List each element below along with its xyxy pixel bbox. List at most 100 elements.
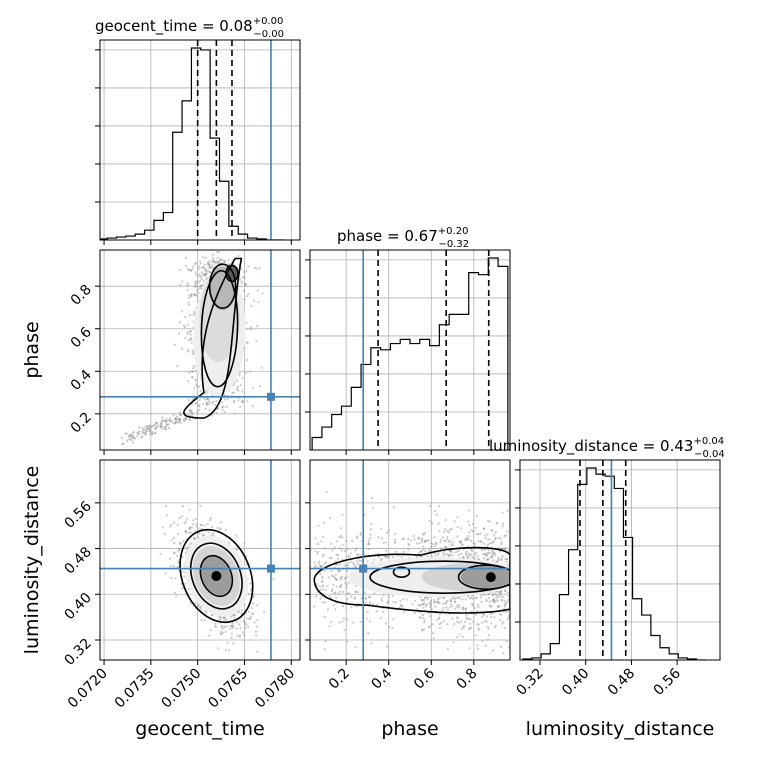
sample-point bbox=[236, 379, 239, 382]
sample-point bbox=[154, 428, 157, 431]
sample-point bbox=[340, 578, 343, 581]
sample-point bbox=[233, 617, 236, 620]
sample-point bbox=[421, 598, 424, 602]
sample-point bbox=[215, 400, 218, 403]
sample-point bbox=[210, 613, 213, 617]
sample-point bbox=[491, 540, 495, 544]
sample-point bbox=[256, 604, 259, 607]
sample-point bbox=[219, 258, 222, 261]
sample-point bbox=[451, 597, 454, 600]
sample-point bbox=[174, 577, 177, 580]
sample-point bbox=[187, 349, 190, 352]
sample-point bbox=[218, 615, 221, 618]
sample-point bbox=[131, 431, 135, 435]
sample-point bbox=[207, 398, 210, 402]
sample-point bbox=[503, 605, 507, 608]
sample-point bbox=[225, 618, 228, 621]
sample-point bbox=[194, 602, 197, 605]
sample-point bbox=[245, 341, 248, 344]
sample-point bbox=[480, 540, 483, 544]
sample-point bbox=[198, 403, 201, 407]
sample-point bbox=[153, 432, 157, 435]
sample-point bbox=[238, 374, 241, 377]
sample-point bbox=[384, 541, 388, 544]
sample-point bbox=[244, 372, 248, 375]
sample-point bbox=[441, 552, 444, 555]
sample-point bbox=[506, 618, 509, 621]
sample-point bbox=[218, 618, 221, 621]
sample-point bbox=[430, 608, 433, 611]
sample-point bbox=[445, 606, 448, 609]
contour-inner bbox=[457, 564, 510, 590]
sample-point bbox=[229, 615, 232, 618]
sample-point bbox=[429, 545, 433, 549]
sample-point bbox=[163, 426, 166, 429]
sample-point bbox=[144, 431, 148, 434]
sample-point bbox=[197, 291, 200, 295]
sample-point bbox=[454, 600, 457, 604]
sample-point bbox=[231, 627, 234, 630]
sample-point bbox=[154, 421, 157, 424]
sample-point bbox=[446, 623, 449, 626]
sample-point bbox=[136, 435, 139, 438]
sample-point bbox=[492, 559, 495, 562]
sample-point bbox=[186, 289, 189, 292]
sample-point bbox=[180, 515, 184, 518]
sample-point bbox=[465, 553, 468, 556]
sample-point bbox=[197, 281, 200, 284]
sample-point bbox=[319, 564, 322, 568]
sample-point bbox=[333, 546, 336, 549]
sample-point bbox=[132, 430, 135, 434]
sample-point bbox=[164, 572, 167, 575]
sample-point bbox=[474, 526, 477, 529]
sample-point bbox=[442, 620, 445, 623]
truth-marker bbox=[266, 392, 275, 401]
sample-point bbox=[420, 539, 423, 542]
panel-geocent_time-geocent_time bbox=[95, 39, 301, 245]
sample-point bbox=[231, 625, 234, 628]
sample-point bbox=[321, 577, 324, 580]
sample-point bbox=[451, 617, 454, 620]
sample-point bbox=[247, 265, 250, 268]
sample-point bbox=[212, 257, 215, 260]
sample-point bbox=[144, 425, 147, 428]
sample-point bbox=[492, 598, 496, 602]
sample-point bbox=[429, 603, 432, 606]
sample-point bbox=[355, 535, 359, 538]
sample-point bbox=[504, 602, 507, 605]
sample-point bbox=[485, 600, 488, 603]
sample-point bbox=[473, 606, 476, 610]
sample-point bbox=[231, 391, 234, 394]
sample-point bbox=[337, 570, 341, 573]
sample-point bbox=[164, 505, 168, 508]
sample-point bbox=[148, 425, 151, 428]
sample-point bbox=[177, 418, 180, 421]
sample-point bbox=[485, 554, 489, 557]
sample-point bbox=[436, 601, 440, 604]
sample-point bbox=[186, 332, 189, 336]
sample-point bbox=[448, 540, 451, 543]
sample-point bbox=[485, 545, 488, 548]
sample-point bbox=[194, 379, 198, 382]
sample-point bbox=[336, 563, 339, 566]
sample-point bbox=[194, 293, 197, 296]
sample-point bbox=[369, 596, 372, 599]
sample-point bbox=[198, 275, 201, 278]
sample-point bbox=[363, 591, 366, 594]
sample-point bbox=[198, 398, 201, 402]
sample-point bbox=[447, 531, 450, 534]
sample-point bbox=[222, 405, 225, 408]
sample-point bbox=[341, 620, 344, 623]
sample-point bbox=[485, 598, 488, 601]
sample-point bbox=[465, 539, 468, 542]
sample-point bbox=[483, 553, 486, 556]
sample-point bbox=[364, 597, 367, 600]
sample-point bbox=[419, 596, 422, 599]
sample-point bbox=[480, 621, 484, 624]
sample-point bbox=[419, 550, 422, 553]
sample-point bbox=[178, 418, 181, 422]
sample-point bbox=[343, 549, 347, 553]
sample-point bbox=[393, 538, 397, 541]
sample-point bbox=[459, 552, 463, 556]
sample-point bbox=[455, 597, 458, 600]
